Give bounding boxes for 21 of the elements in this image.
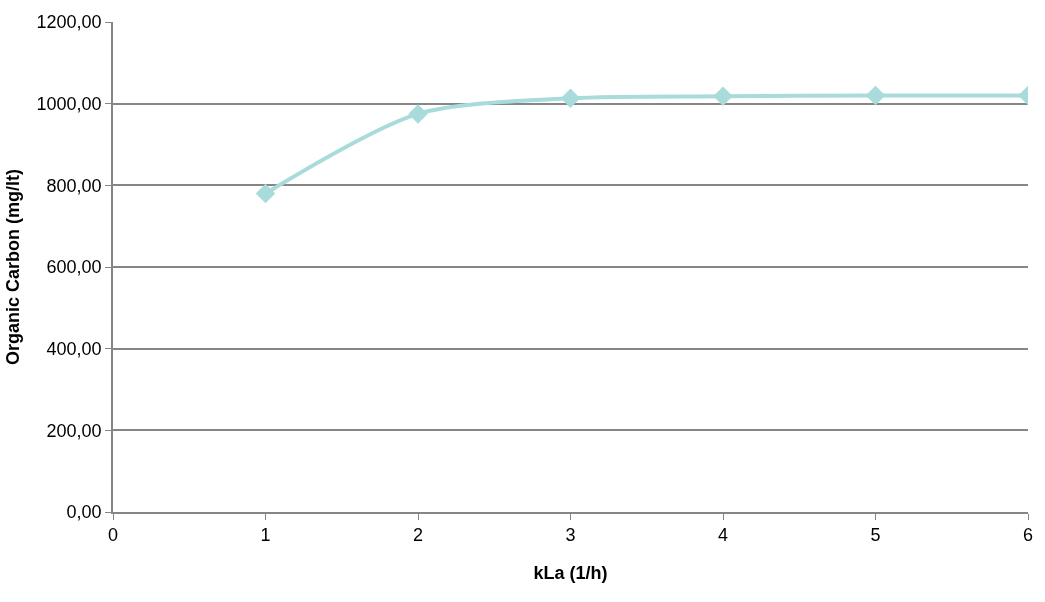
x-tick-label: 2 <box>412 525 424 546</box>
y-tick-label: 0,00 <box>66 502 102 523</box>
point <box>408 104 428 124</box>
y-tick-label: 800,00 <box>46 175 102 196</box>
x-axis-title: kLa (1/h) <box>533 562 608 583</box>
point <box>560 88 581 109</box>
y-tick-label: 1200,00 <box>36 12 102 33</box>
x-tick-label: 5 <box>870 525 881 546</box>
point <box>713 86 733 107</box>
x-tick-label: 3 <box>565 525 576 546</box>
y-tick-label: 1000,00 <box>36 93 102 114</box>
x-tick-label: 0 <box>107 525 119 546</box>
y-tick-label: 400,00 <box>46 338 102 359</box>
y-axis-title: Organic Carbon (mg/lt) <box>3 168 24 366</box>
point <box>865 85 886 106</box>
y-tick-label: 200,00 <box>46 420 102 441</box>
x-tick-label: 4 <box>717 525 729 546</box>
x-tick-label: 1 <box>260 525 271 546</box>
x-tick-label: 6 <box>1022 525 1034 546</box>
y-tick-label: 600,00 <box>46 257 102 278</box>
point <box>255 183 276 204</box>
